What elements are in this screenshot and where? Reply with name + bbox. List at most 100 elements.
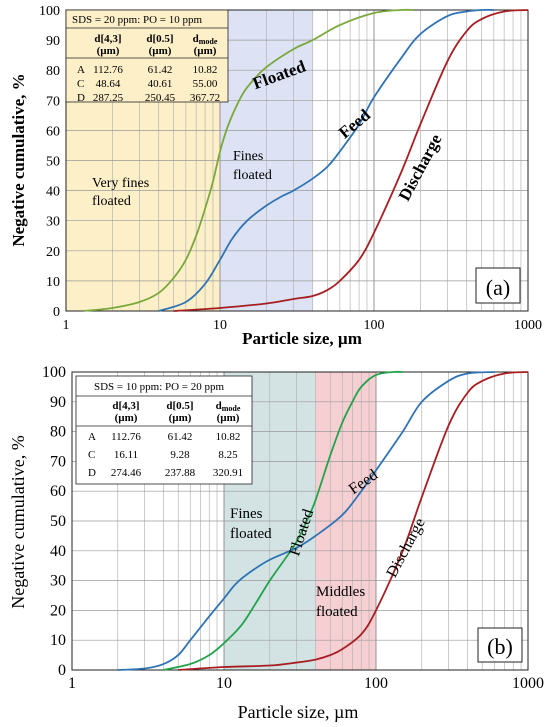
series-line-discharge (173, 9, 529, 312)
table-cell: 9.28 (170, 449, 190, 461)
table-cell: 61.42 (148, 64, 173, 76)
table-cell: C (88, 449, 95, 461)
y-tick-label: 10 (46, 275, 60, 290)
table-cell: 112.76 (111, 431, 141, 443)
panel-a: 1 10 100 1000 0 10 20 30 40 50 60 70 80 90 100 Particl… (9, 4, 542, 348)
table-cell: 48.64 (96, 78, 121, 90)
table-cell: 10.82 (216, 431, 241, 443)
y-tick-label: 40 (46, 185, 60, 200)
y-tick-label: 90 (50, 394, 66, 411)
table-cell: C (77, 78, 84, 90)
panel-b-table-rows: A 112.76 61.42 10.82 C 16.11 9.28 8.25 D 274.46 23… (88, 431, 243, 479)
panel-a-x-axis-label: Particle size, µm (242, 329, 362, 348)
y-tick-label: 0 (58, 662, 66, 679)
panel-b-y-axis-label: Negative cumulative, % (8, 435, 28, 608)
y-tick-label: 90 (46, 34, 60, 49)
y-tick-label: 100 (42, 364, 66, 381)
panel-a-table-rows: A 112.76 61.42 10.82 C 48.64 40.61 55.00 D 287.25… (77, 64, 220, 104)
panel-a-col-header-d05-unit: (µm) (149, 45, 172, 57)
panel-b-plot-frame (71, 371, 529, 671)
table-cell: 287.25 (93, 92, 124, 104)
table-cell: 320.91 (213, 467, 243, 479)
table-cell: A (88, 431, 96, 443)
panel-b-label-box (477, 627, 523, 663)
table-cell: 61.42 (168, 431, 193, 443)
panel-a-plot-frame (65, 9, 529, 312)
series-line-discharge (178, 371, 529, 671)
panel-b-col-header-d05-unit: (µm) (169, 412, 192, 424)
x-tick-label: 100 (364, 318, 385, 333)
y-tick-label: 50 (46, 155, 60, 170)
series-line-feed (117, 371, 495, 671)
panel-b-label: (b) (487, 634, 513, 659)
panel-a-series-label-feed: Feed (335, 105, 374, 142)
panel-a-label-box (475, 267, 521, 304)
table-cell: D (88, 467, 96, 479)
panel-a-y-axis-label: Negative cumulative, % (9, 73, 28, 246)
y-tick-label: 70 (50, 453, 66, 470)
series-line-feed (158, 8, 494, 312)
y-tick-label: 60 (50, 483, 66, 500)
x-tick-label: 100 (364, 675, 388, 692)
y-tick-label: 40 (50, 543, 66, 560)
panel-b-band-label-middles: Middles floated (316, 584, 369, 620)
series-line-floated (163, 370, 403, 671)
panel-b-stats-table: SDS = 10 ppm: PO = 20 ppm d[4,3] (µm) d[… (75, 375, 253, 485)
panel-b-series (117, 370, 529, 671)
panel-a-band-label-fines: Fines floated (233, 149, 272, 183)
table-cell: A (77, 64, 85, 76)
panel-a-col-header-dmode: dmode (193, 33, 218, 46)
panel-b-col-header-d05: d[0.5] (166, 400, 193, 412)
panel-a-col-header-d05: d[0.5] (146, 33, 173, 45)
x-tick-label: 1 (68, 675, 76, 692)
panel-b-table-title: SDS = 10 ppm: PO = 20 ppm (94, 381, 225, 393)
table-cell: 367.72 (190, 92, 220, 104)
y-tick-label: 20 (50, 602, 66, 619)
x-tick-label: 1 (63, 318, 70, 333)
panel-a-col-header-dmode-unit: (µm) (194, 45, 217, 57)
x-tick-label: 1000 (512, 675, 544, 692)
panel-b-ticks: 1 10 100 1000 0 10 20 30 40 50 60 70 80 90 100 (42, 364, 544, 692)
y-tick-label: 70 (46, 94, 60, 109)
y-tick-label: 10 (50, 632, 66, 649)
y-tick-label: 50 (50, 513, 66, 530)
panel-b-x-axis-label: Particle size, µm (238, 702, 359, 722)
table-cell: 40.61 (148, 78, 173, 90)
table-cell: 8.25 (218, 449, 238, 461)
y-tick-label: 30 (50, 573, 66, 590)
panel-b-col-header-dmode-unit: (µm) (217, 412, 240, 424)
y-tick-label: 20 (46, 245, 60, 260)
y-tick-label: 80 (46, 64, 60, 79)
table-cell: D (77, 92, 85, 104)
panel-b-col-header-d43: d[4,3] (112, 400, 139, 412)
panel-a-label: (a) (486, 275, 510, 300)
y-tick-label: 30 (46, 215, 60, 230)
y-tick-label: 0 (53, 305, 60, 320)
table-cell: 250.45 (145, 92, 176, 104)
table-cell: 274.46 (111, 467, 142, 479)
panel-a-band-label-very-fines: Very fines floated (92, 176, 153, 209)
x-tick-label: 1000 (514, 318, 542, 333)
panel-a-series (83, 8, 529, 312)
table-cell: 10.82 (193, 64, 218, 76)
y-tick-label: 80 (50, 424, 66, 441)
panel-a-col-header-d43: d[4,3] (94, 33, 121, 45)
y-tick-label: 100 (39, 4, 60, 19)
x-tick-label: 10 (216, 675, 232, 692)
table-cell: 55.00 (193, 78, 218, 90)
panel-b-col-header-d43-unit: (µm) (115, 412, 138, 424)
x-tick-label: 10 (213, 318, 227, 333)
panel-a-stats-table: SDS = 20 ppm: PO = 10 ppm d[4,3] (µm) d[… (65, 9, 229, 104)
panel-b-col-header-dmode: dmode (216, 400, 241, 413)
panel-a-ticks: 1 10 100 1000 0 10 20 30 40 50 60 70 80 90 100 (39, 4, 542, 333)
series-line-floated (83, 8, 414, 312)
table-cell: 112.76 (93, 64, 123, 76)
panel-a-col-header-d43-unit: (µm) (97, 45, 120, 57)
panel-b-band-label-fines: Fines floated (230, 506, 272, 542)
y-tick-label: 60 (46, 124, 60, 139)
panel-a-table-title: SDS = 20 ppm: PO = 10 ppm (72, 14, 203, 26)
table-cell: 16.11 (114, 449, 138, 461)
panel-b: 1 10 100 1000 0 10 20 30 40 50 60 70 80 90 100 Particl… (8, 364, 544, 722)
table-cell: 237.88 (165, 467, 196, 479)
